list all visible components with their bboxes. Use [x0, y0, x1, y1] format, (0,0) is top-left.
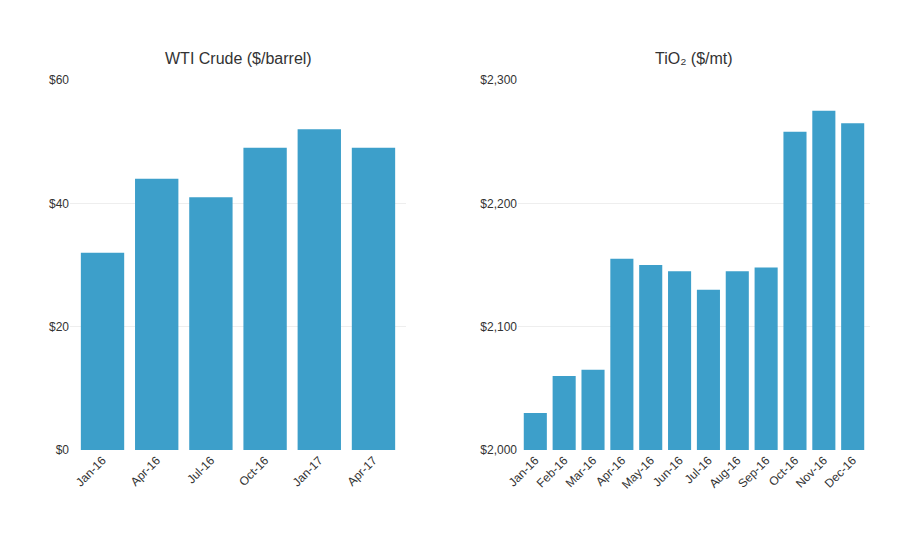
svg-text:TiO₂ ($/mt): TiO₂ ($/mt) [655, 50, 733, 67]
svg-text:Jan-16: Jan-16 [506, 453, 542, 489]
svg-text:May-16: May-16 [619, 453, 657, 491]
svg-text:Jun-16: Jun-16 [650, 453, 686, 489]
svg-text:WTI Crude ($/barrel): WTI Crude ($/barrel) [165, 50, 312, 67]
svg-text:Apr-16: Apr-16 [128, 453, 164, 489]
svg-text:Jan-16: Jan-16 [73, 453, 109, 489]
svg-text:Feb-16: Feb-16 [534, 453, 571, 490]
svg-text:$2,200: $2,200 [480, 197, 517, 211]
svg-text:$40: $40 [49, 197, 69, 211]
svg-text:Mar-16: Mar-16 [563, 453, 600, 490]
svg-text:Oct-16: Oct-16 [766, 453, 802, 489]
svg-text:Aug-16: Aug-16 [706, 453, 743, 490]
svg-text:Jan-17: Jan-17 [290, 453, 326, 489]
svg-text:Jul-16: Jul-16 [184, 453, 217, 486]
svg-text:Jul-16: Jul-16 [682, 453, 715, 486]
svg-text:Sep-16: Sep-16 [735, 453, 772, 490]
svg-text:$2,300: $2,300 [480, 73, 517, 87]
svg-text:$2,000: $2,000 [480, 443, 517, 457]
svg-text:$60: $60 [49, 73, 69, 87]
svg-text:$0: $0 [56, 443, 70, 457]
svg-text:$2,100: $2,100 [480, 320, 517, 334]
svg-text:Apr-16: Apr-16 [593, 453, 629, 489]
svg-text:Apr-17: Apr-17 [344, 453, 380, 489]
svg-text:$20: $20 [49, 320, 69, 334]
svg-text:Dec-16: Dec-16 [822, 453, 859, 490]
svg-text:Oct-16: Oct-16 [236, 453, 272, 489]
svg-text:Nov-16: Nov-16 [793, 453, 830, 490]
